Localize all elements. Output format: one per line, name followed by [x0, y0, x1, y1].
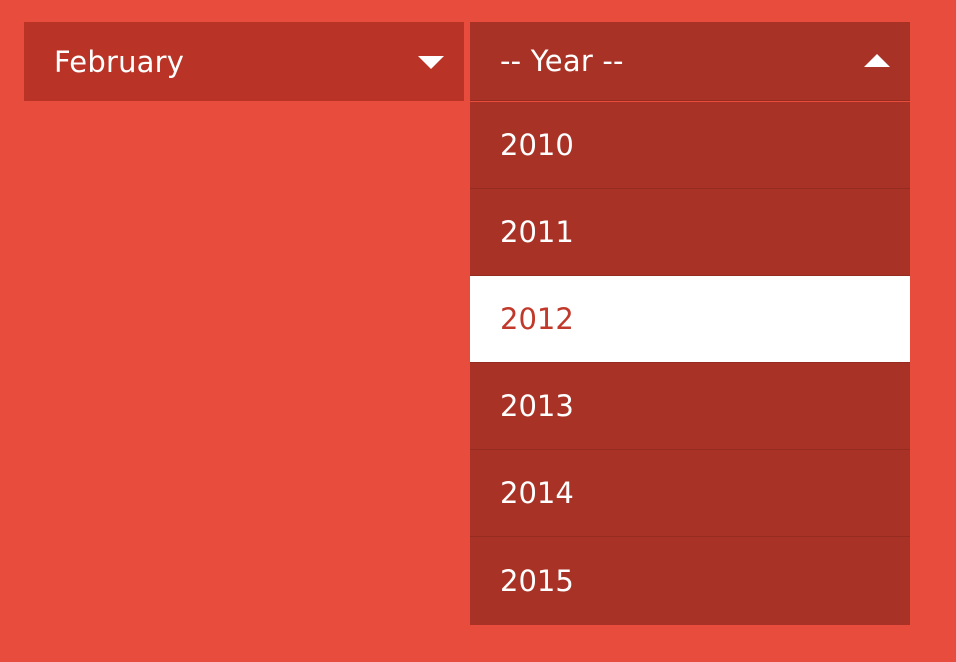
year-option-2013[interactable]: 2013	[470, 363, 910, 450]
year-dropdown-list: 2010 2011 2012 2013 2014 2015	[470, 102, 910, 625]
month-select-value: February	[54, 44, 185, 79]
year-option-2014[interactable]: 2014	[470, 450, 910, 537]
year-option-2012[interactable]: 2012	[470, 276, 910, 363]
caret-down-icon	[418, 55, 444, 69]
month-select[interactable]: February	[24, 22, 464, 101]
caret-up-icon	[864, 54, 890, 67]
year-option-2010[interactable]: 2010	[470, 102, 910, 189]
year-option-2015[interactable]: 2015	[470, 537, 910, 625]
year-option-2011[interactable]: 2011	[470, 189, 910, 276]
year-select-placeholder: -- Year --	[500, 44, 624, 78]
year-select[interactable]: -- Year --	[470, 22, 910, 101]
